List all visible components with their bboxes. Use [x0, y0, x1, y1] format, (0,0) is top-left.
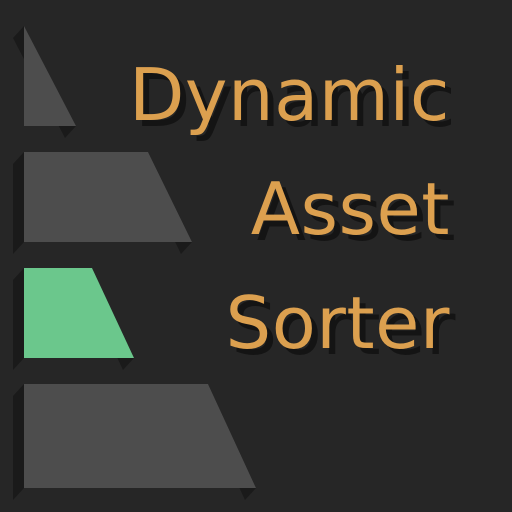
bar-1 — [24, 26, 76, 126]
app-title: Dynamic Asset Sorter — [129, 38, 450, 380]
bar-3-highlighted — [24, 268, 134, 358]
bar-4 — [24, 384, 256, 488]
title-line-3: Sorter — [225, 281, 450, 365]
title-line-2: Asset — [250, 167, 450, 251]
title-line-1: Dynamic — [128, 53, 450, 137]
bar-2 — [24, 152, 192, 242]
